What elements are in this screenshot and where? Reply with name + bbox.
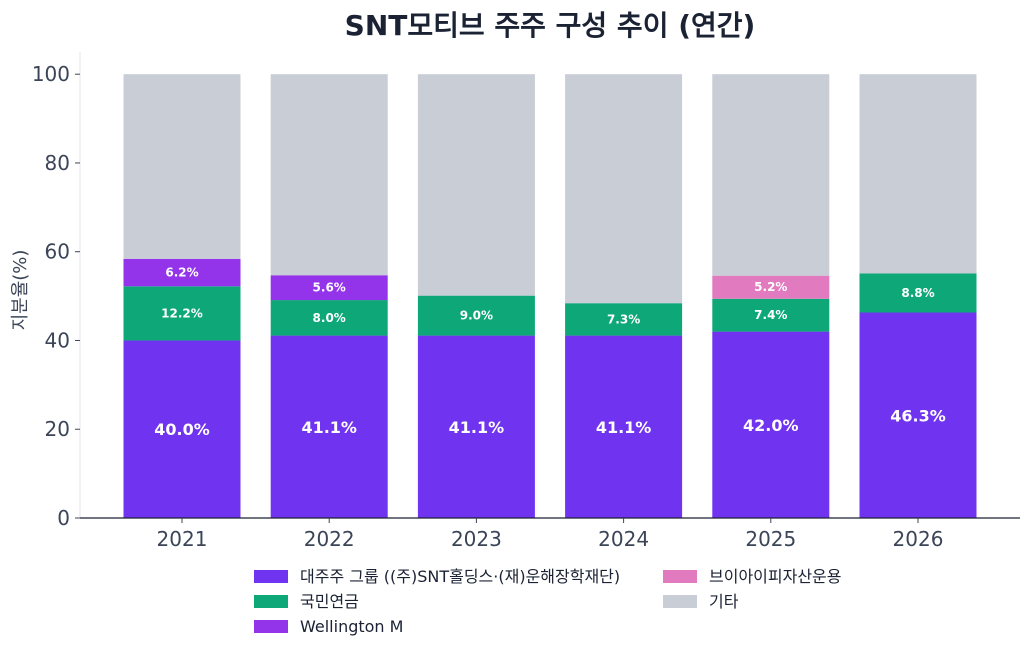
legend-label: 기타: [709, 592, 739, 611]
legend-label: 국민연금: [300, 592, 359, 611]
data-label: 7.4%: [754, 308, 787, 322]
data-label: 41.1%: [449, 418, 505, 437]
bar-segment: [565, 303, 683, 336]
bar-segment: [565, 335, 683, 518]
x-tick-label: 2021: [157, 527, 208, 551]
y-tick-label: 0: [57, 506, 70, 530]
x-tick-label: 2022: [304, 527, 355, 551]
bar-segment: [859, 273, 977, 313]
bar-segment: [123, 340, 241, 518]
legend-swatch: [254, 570, 288, 583]
bars-group: 40.0% 12.2% 6.2% 41.1% 8.0% 5.6% 41.1% 9.0% 41.1…: [123, 74, 977, 518]
data-label: 42.0%: [743, 416, 799, 435]
bar-segment: [270, 275, 388, 301]
legend-label: 대주주 그룹 ((주)SNT홀딩스·(재)운해장학재단): [300, 567, 620, 586]
legend-swatch: [663, 595, 697, 608]
data-label: 41.1%: [596, 418, 652, 437]
data-label: 12.2%: [161, 306, 203, 320]
bar-segment: [712, 331, 830, 518]
bar-segment: [417, 335, 535, 518]
bar-segment: [417, 295, 535, 336]
data-label: 7.3%: [607, 312, 640, 326]
y-tick-label: 20: [45, 417, 70, 441]
bar-segment: [123, 74, 241, 259]
data-label: 46.3%: [890, 406, 946, 425]
legend-label: 브이아이피자산운용: [709, 567, 841, 586]
chart-title: SNT모티브 주주 구성 추이 (연간): [345, 9, 756, 42]
x-tick-label: 2024: [598, 527, 649, 551]
bar-segment: [712, 275, 830, 299]
legend-item: 기타: [663, 592, 739, 611]
legend-item: Wellington M: [254, 617, 403, 636]
legend-label: Wellington M: [300, 617, 403, 636]
axes-group: 0 20 40 60 80 100 2021 2022 2023 2024 2025 2026: [32, 52, 1020, 551]
bar-segment: [712, 298, 830, 332]
y-tick-label: 80: [45, 151, 70, 175]
data-label: 40.0%: [154, 420, 210, 439]
bar-segment: [859, 312, 977, 518]
bar-segment: [270, 74, 388, 276]
y-tick-label: 100: [32, 62, 70, 86]
legend-item: 브이아이피자산운용: [663, 567, 841, 586]
bar-segment: [712, 74, 830, 276]
bar-segment: [565, 74, 683, 304]
bar-segment: [123, 286, 241, 341]
x-tick-label: 2025: [745, 527, 796, 551]
data-label: 8.0%: [313, 311, 346, 325]
legend-swatch: [254, 595, 288, 608]
legend-item: 대주주 그룹 ((주)SNT홀딩스·(재)운해장학재단): [254, 567, 620, 586]
data-label: 5.2%: [754, 280, 787, 294]
data-label: 41.1%: [301, 418, 357, 437]
data-label: 5.6%: [313, 281, 346, 295]
y-axis-label: 지분율(%): [10, 250, 31, 331]
legend-swatch: [663, 570, 697, 583]
y-tick-label: 60: [45, 240, 70, 264]
bar-segment: [270, 335, 388, 518]
legend: 대주주 그룹 ((주)SNT홀딩스·(재)운해장학재단) 국민연금 Wellingt…: [254, 567, 841, 636]
legend-swatch: [254, 620, 288, 633]
bar-segment: [417, 74, 535, 296]
x-tick-label: 2026: [893, 527, 944, 551]
bar-segment: [859, 74, 977, 274]
data-label: 6.2%: [165, 266, 198, 280]
data-label: 9.0%: [460, 309, 493, 323]
bar-segment: [270, 300, 388, 336]
data-label: 8.8%: [901, 286, 934, 300]
legend-item: 국민연금: [254, 592, 359, 611]
bar-segment: [123, 258, 241, 287]
y-tick-label: 40: [45, 328, 70, 352]
x-tick-label: 2023: [451, 527, 502, 551]
